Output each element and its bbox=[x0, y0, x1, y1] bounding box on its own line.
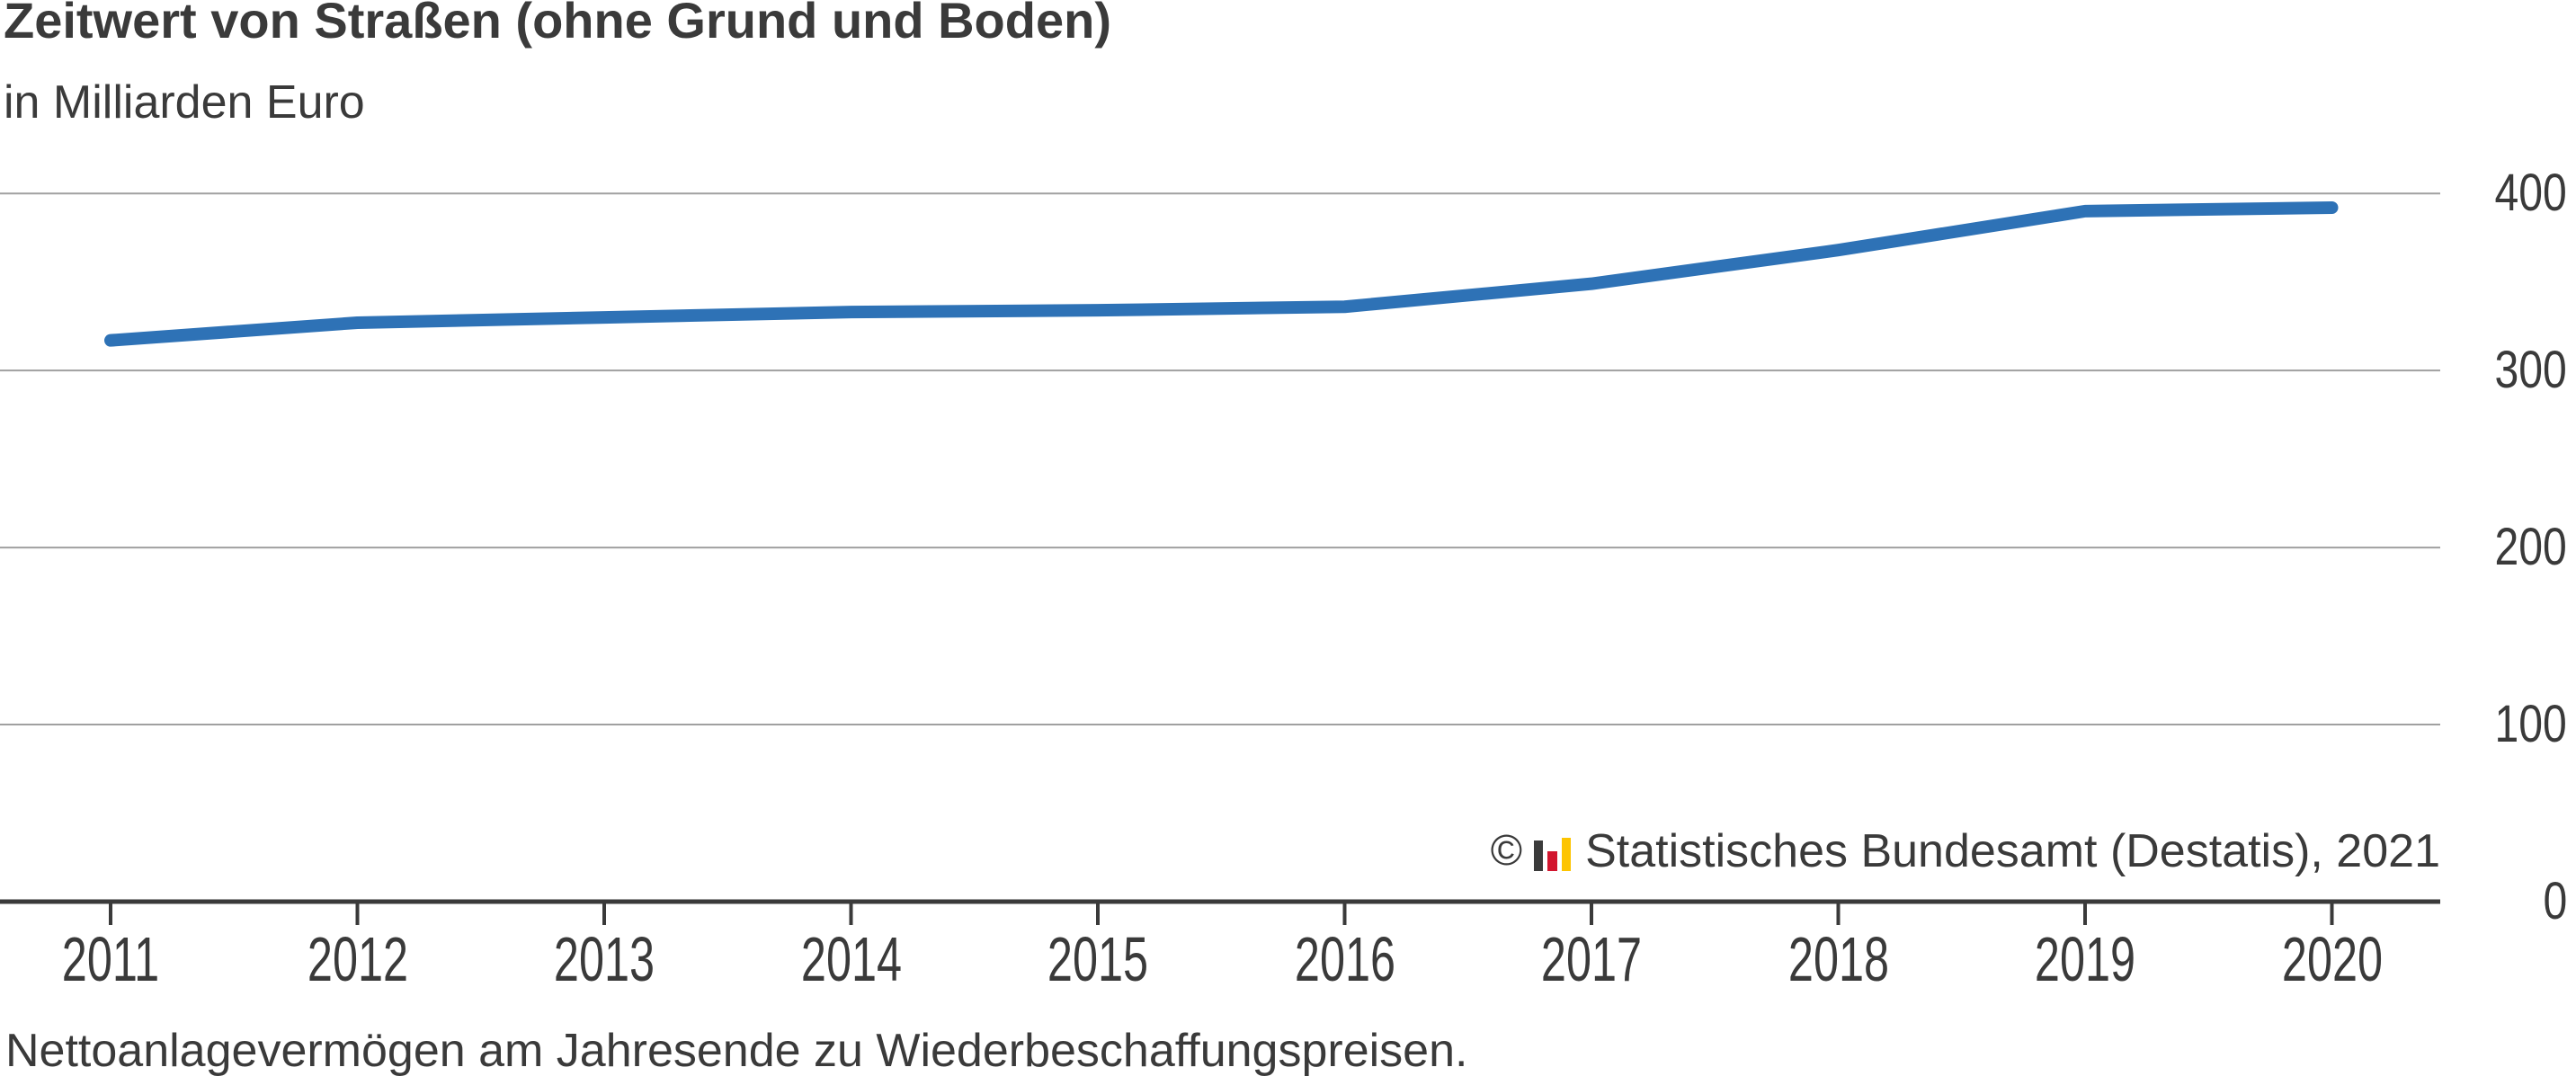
y-tick-label-400: 400 bbox=[2494, 164, 2567, 223]
copyright-symbol: © bbox=[1490, 827, 1523, 875]
gridlines bbox=[0, 192, 2440, 726]
x-tick-label-2011: 2011 bbox=[61, 924, 160, 994]
x-tick-label-2016: 2016 bbox=[1294, 924, 1395, 994]
y-tick-label-300: 300 bbox=[2494, 341, 2567, 400]
x-tick-label-2019: 2019 bbox=[2034, 924, 2136, 994]
y-tick-label-0: 0 bbox=[2543, 872, 2567, 930]
data-series-line bbox=[104, 200, 2339, 347]
x-tick-label-2012: 2012 bbox=[307, 924, 408, 994]
x-tick-label-2015: 2015 bbox=[1047, 924, 1149, 994]
x-tick-label-2018: 2018 bbox=[1787, 924, 1889, 994]
x-axis-ticks bbox=[109, 902, 2334, 925]
footnote: Nettoanlagevermögen am Jahresende zu Wie… bbox=[5, 1025, 1468, 1077]
logo-bar-red bbox=[1547, 850, 1558, 871]
source-line: © Statistisches Bundesamt (Destatis), 20… bbox=[1491, 825, 2440, 877]
y-tick-label-100: 100 bbox=[2494, 695, 2567, 754]
data-series bbox=[104, 200, 2339, 347]
source-label: Statistisches Bundesamt (Destatis), 2021 bbox=[1585, 825, 2440, 877]
logo-bar-yellow bbox=[1562, 837, 1572, 871]
x-tick-label-2020: 2020 bbox=[2281, 924, 2383, 994]
x-tick-label-2014: 2014 bbox=[800, 924, 902, 994]
x-tick-label-2013: 2013 bbox=[553, 924, 655, 994]
chart-title: Zeitwert von Straßen (ohne Grund und Bod… bbox=[4, 0, 1111, 49]
y-tick-label-200: 200 bbox=[2494, 518, 2567, 577]
logo-bar-black bbox=[1534, 840, 1544, 871]
destatis-logo-icon bbox=[1533, 837, 1572, 871]
chart-subtitle: in Milliarden Euro bbox=[4, 76, 365, 129]
x-tick-label-2017: 2017 bbox=[1540, 924, 1643, 994]
